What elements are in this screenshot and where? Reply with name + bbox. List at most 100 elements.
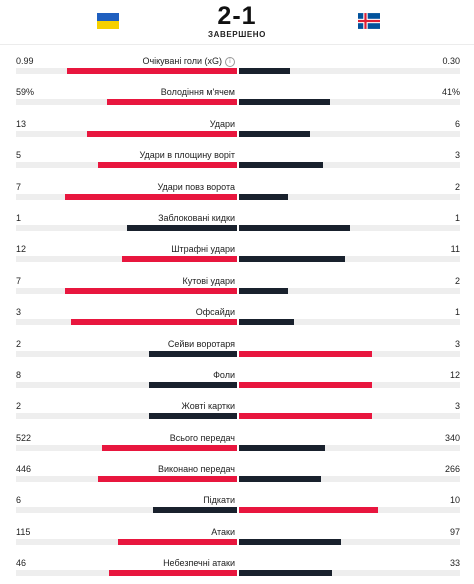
home-bar: [106, 99, 237, 106]
away-bar-track: [239, 256, 460, 263]
home-value: 6: [16, 495, 22, 506]
stat-label: Жовті картки: [182, 401, 235, 412]
away-value: 33: [449, 558, 460, 569]
stat-row: 6 Підкати 10: [0, 489, 474, 520]
home-bar-track: [16, 350, 237, 357]
stat-label: Підкати: [203, 495, 235, 506]
stat-label-text: Всього передач: [169, 432, 235, 443]
stat-label-text: Володіння м'ячем: [160, 87, 235, 98]
home-value: 7: [16, 275, 22, 286]
home-bar: [71, 319, 237, 326]
away-bar: [239, 507, 379, 514]
iceland-flag-icon[interactable]: [358, 13, 380, 29]
away-value: 10: [449, 495, 460, 506]
home-bar: [153, 507, 237, 514]
stat-row: 522 Всього передач 340: [0, 427, 474, 458]
stat-label: Удари в площину воріт: [139, 150, 235, 161]
away-bar-track: [239, 381, 460, 388]
away-bar: [239, 413, 372, 420]
home-bar: [148, 381, 237, 388]
match-status: ЗАВЕРШЕНО: [207, 30, 266, 39]
home-bar: [64, 287, 237, 294]
away-bar: [239, 99, 330, 106]
stat-label-text: Заблоковані кидки: [158, 212, 235, 223]
away-value: 2: [454, 275, 460, 286]
away-bar: [239, 193, 288, 200]
home-value: 115: [16, 526, 31, 537]
home-bar-track: [16, 193, 237, 200]
away-bar: [239, 130, 310, 137]
home-bar-track: [16, 570, 237, 577]
match-header: 2-1 ЗАВЕРШЕНО: [0, 0, 474, 45]
ukraine-flag-icon[interactable]: [97, 13, 119, 29]
stat-row: 446 Виконано передач 266: [0, 458, 474, 489]
home-value: 46: [16, 558, 27, 569]
home-bar-track: [16, 99, 237, 106]
away-bar-track: [239, 287, 460, 294]
stat-label-text: Удари: [209, 118, 235, 129]
home-bar-track: [16, 444, 237, 451]
home-value: 1: [16, 212, 22, 223]
away-value: 340: [444, 432, 460, 443]
away-bar-track: [239, 570, 460, 577]
away-bar-track: [239, 319, 460, 326]
home-bar: [126, 224, 237, 231]
away-bar-track: [239, 444, 460, 451]
home-bar: [97, 162, 237, 169]
home-bar: [102, 444, 237, 451]
away-bar: [239, 68, 290, 74]
home-bar-track: [16, 476, 237, 483]
stat-label: Удари повз ворота: [157, 182, 235, 193]
away-bar: [239, 350, 372, 357]
stat-row: 115 Атаки 97: [0, 521, 474, 552]
home-value: 5: [16, 150, 22, 161]
away-value: 12: [449, 369, 460, 380]
home-bar-track: [16, 507, 237, 514]
away-value: 6: [454, 118, 460, 129]
info-icon[interactable]: i: [225, 56, 235, 67]
stat-label: Небезпечні атаки: [163, 558, 235, 569]
stat-row: 1 Заблоковані кидки 1: [0, 207, 474, 238]
stat-label-text: Жовті картки: [181, 401, 235, 412]
away-bar-track: [239, 224, 460, 231]
stat-label: Кутові удари: [182, 276, 235, 287]
away-bar-track: [239, 413, 460, 420]
away-bar-track: [239, 507, 460, 514]
home-bar-track: [16, 319, 237, 326]
stat-row: 7 Кутові удари 2: [0, 270, 474, 301]
away-value: 41%: [441, 87, 460, 98]
home-bar: [117, 538, 237, 545]
stat-row: 13 Удари 6: [0, 113, 474, 144]
stat-label-text: Атаки: [211, 526, 235, 537]
home-bar-track: [16, 413, 237, 420]
stat-label-text: Виконано передач: [158, 464, 235, 475]
stat-label-text: Сейви воротаря: [167, 338, 235, 349]
stat-row: 2 Сейви воротаря 3: [0, 333, 474, 364]
home-bar: [108, 570, 237, 577]
away-value: 266: [444, 464, 460, 475]
away-bar: [239, 162, 323, 169]
home-value: 7: [16, 181, 22, 192]
away-value: 97: [449, 526, 460, 537]
home-bar: [86, 130, 237, 137]
stat-label: Заблоковані кидки: [158, 213, 235, 224]
away-bar-track: [239, 130, 460, 137]
away-value: 3: [454, 150, 460, 161]
stat-label: Атаки: [211, 527, 235, 538]
stat-row: 59% Володіння м'ячем 41%: [0, 81, 474, 112]
stat-label: Удари: [210, 119, 235, 130]
stat-label-text: Штрафні удари: [171, 244, 235, 255]
stat-label-text: Фоли: [213, 369, 235, 380]
stat-row: 0.99 Очікувані голи (xG) i 0.30: [0, 50, 474, 81]
home-bar-track: [16, 68, 237, 74]
away-bar: [239, 476, 321, 483]
home-value: 3: [16, 307, 22, 318]
match-score: 2-1: [217, 2, 257, 30]
away-bar: [239, 256, 346, 263]
away-value: 3: [454, 401, 460, 412]
stat-label: Володіння м'ячем: [161, 87, 235, 98]
home-bar: [64, 193, 237, 200]
away-value: 11: [450, 244, 460, 255]
home-value: 12: [16, 244, 27, 255]
home-value: 446: [16, 464, 32, 475]
